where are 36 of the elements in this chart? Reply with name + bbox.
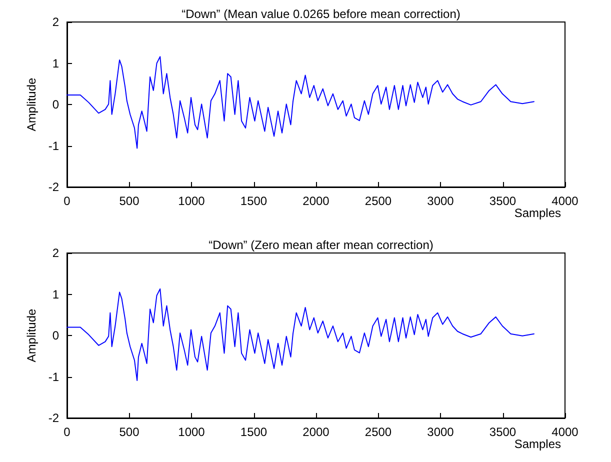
y-tick-label: 0 [52, 328, 60, 342]
line-series [66, 56, 534, 149]
x-tick-label: 0 [64, 194, 71, 208]
y-tick-label: 1 [52, 56, 60, 70]
y-axis-title: Amplitude [24, 78, 38, 132]
x-axis-title: Samples [514, 437, 561, 451]
x-axis-title: Samples [514, 206, 561, 220]
chart-title: “Down” (Mean value 0.0265 before mean correction) [182, 7, 460, 21]
x-tick-label: 1000 [178, 425, 206, 439]
line-series [66, 288, 534, 381]
x-tick-label: 4000 [552, 425, 579, 439]
x-tick-label: 3500 [489, 425, 516, 439]
x-tick-label: 0 [64, 425, 71, 439]
y-tick-label: -2 [48, 180, 60, 194]
y-tick-label: 2 [52, 246, 60, 260]
x-tick-label: 2000 [302, 425, 330, 439]
x-tick-label: 500 [119, 194, 140, 208]
y-tick-label: -1 [48, 138, 60, 153]
x-tick-label: 2500 [364, 194, 392, 208]
y-tick-label: 1 [52, 287, 60, 302]
y-axis-title: Amplitude [24, 308, 38, 362]
x-tick-label: 1000 [178, 194, 206, 208]
y-tick-label: 0 [52, 98, 60, 112]
x-tick-label: 2500 [364, 425, 392, 439]
x-tick-label: 3500 [489, 194, 516, 208]
y-tick-label: 2 [52, 15, 60, 29]
x-tick-label: 1500 [240, 194, 268, 208]
y-tick-label: -2 [48, 411, 60, 425]
x-tick-label: 3000 [427, 194, 454, 208]
y-tick-label: -1 [48, 370, 60, 384]
x-tick-label: 2000 [302, 194, 330, 208]
x-tick-label: 500 [119, 425, 140, 439]
chart-title: “Down” (Zero mean after mean correction) [208, 238, 434, 252]
x-tick-label: 1500 [240, 425, 268, 439]
x-tick-label: 4000 [552, 194, 579, 208]
x-tick-label: 3000 [427, 425, 454, 439]
